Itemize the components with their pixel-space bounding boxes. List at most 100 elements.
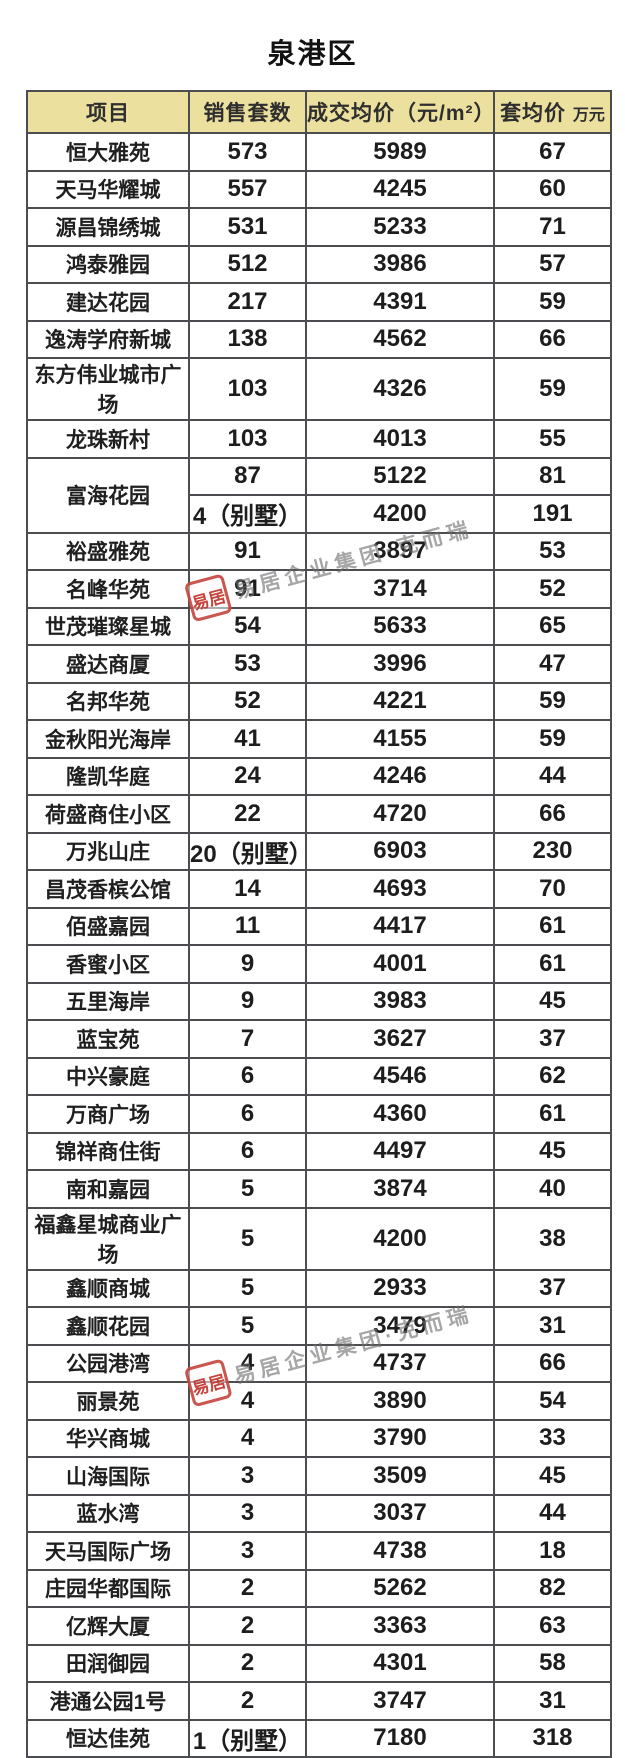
avg-price-unit-cell: 47 xyxy=(493,644,612,684)
avg-price-sqm-cell: 3996 xyxy=(305,644,495,684)
project-name-cell: 昌茂香槟公馆 xyxy=(26,869,190,909)
avg-price-unit-cell: 81 xyxy=(493,456,612,496)
avg-price-sqm-cell: 3627 xyxy=(305,1019,495,1059)
avg-price-sqm-cell: 4562 xyxy=(305,319,495,359)
avg-price-sqm-cell: 4360 xyxy=(305,1094,495,1134)
avg-price-sqm-cell: 3890 xyxy=(305,1381,495,1421)
units-sold-cell: 20（别墅） xyxy=(188,831,307,871)
avg-price-sqm-cell: 5233 xyxy=(305,207,495,247)
avg-price-sqm-cell: 4001 xyxy=(305,944,495,984)
avg-price-unit-cell: 40 xyxy=(493,1169,612,1209)
project-name-cell: 五里海岸 xyxy=(26,981,190,1021)
avg-price-sqm-cell: 4720 xyxy=(305,794,495,834)
units-sold-cell: 87 xyxy=(188,456,307,496)
project-name-cell: 鑫顺花园 xyxy=(26,1306,190,1346)
project-name-cell: 天马华耀城 xyxy=(26,169,190,209)
project-name-cell: 鑫顺商城 xyxy=(26,1268,190,1308)
project-name-cell: 万兆山庄 xyxy=(26,831,190,871)
table-row: 盛达商厦 53 3996 47 xyxy=(26,644,612,684)
units-sold-cell: 6 xyxy=(188,1131,307,1171)
column-header-project: 项目 xyxy=(26,90,190,134)
table-row: 南和嘉园 5 3874 40 xyxy=(26,1169,612,1209)
avg-price-sqm-cell: 3037 xyxy=(305,1493,495,1533)
table-row: 山海国际 3 3509 45 xyxy=(26,1456,612,1496)
table-row: 蓝宝苑 7 3627 37 xyxy=(26,1019,612,1059)
avg-price-sqm-cell: 4693 xyxy=(305,869,495,909)
avg-price-unit-cell: 61 xyxy=(493,944,612,984)
project-name-cell: 逸涛学府新城 xyxy=(26,319,190,359)
avg-price-unit-cell: 18 xyxy=(493,1531,612,1571)
avg-price-sqm-cell: 4013 xyxy=(305,419,495,459)
avg-price-sqm-cell: 3509 xyxy=(305,1456,495,1496)
avg-price-sqm-cell: 4417 xyxy=(305,906,495,946)
units-sold-cell: 91 xyxy=(188,569,307,609)
avg-price-sqm-cell: 4737 xyxy=(305,1343,495,1383)
table-header: 项目 销售套数 成交均价（元/m²） 套均价 万元 xyxy=(26,90,612,134)
column-header-avg-price-unit: 套均价 万元 xyxy=(493,90,612,134)
avg-price-unit-cell: 54 xyxy=(493,1381,612,1421)
column-header-avg-price-unit-main: 套均价 xyxy=(500,102,567,125)
table-row: 佰盛嘉园 11 4417 61 xyxy=(26,906,612,946)
table-row: 丽景苑 4 3890 54 xyxy=(26,1381,612,1421)
project-name-cell: 名邦华苑 xyxy=(26,681,190,721)
project-name-cell: 鸿泰雅园 xyxy=(26,244,190,284)
project-name-cell: 田润御园 xyxy=(26,1643,190,1683)
project-name-cell: 港通公园1号 xyxy=(26,1681,190,1721)
table-row: 荷盛商住小区 22 4720 66 xyxy=(26,794,612,834)
avg-price-unit-cell: 52 xyxy=(493,569,612,609)
avg-price-unit-cell: 37 xyxy=(493,1268,612,1308)
units-sold-cell: 22 xyxy=(188,794,307,834)
project-name-cell: 庄园华都国际 xyxy=(26,1568,190,1608)
table-row: 建达花园 217 4391 59 xyxy=(26,282,612,322)
units-sold-cell: 52 xyxy=(188,681,307,721)
avg-price-unit-cell: 59 xyxy=(493,282,612,322)
project-name-cell: 山海国际 xyxy=(26,1456,190,1496)
avg-price-unit-cell: 66 xyxy=(493,794,612,834)
avg-price-unit-cell: 59 xyxy=(493,719,612,759)
units-sold-cell: 2 xyxy=(188,1568,307,1608)
units-sold-cell: 24 xyxy=(188,756,307,796)
table-row: 恒大雅苑 573 5989 67 xyxy=(26,132,612,172)
avg-price-unit-cell: 66 xyxy=(493,1343,612,1383)
avg-price-unit-cell: 67 xyxy=(493,132,612,172)
project-name-cell: 建达花园 xyxy=(26,282,190,322)
avg-price-sqm-cell: 3874 xyxy=(305,1169,495,1209)
avg-price-sqm-cell: 3747 xyxy=(305,1681,495,1721)
avg-price-unit-cell: 31 xyxy=(493,1306,612,1346)
avg-price-unit-cell: 44 xyxy=(493,756,612,796)
project-name-cell: 盛达商厦 xyxy=(26,644,190,684)
avg-price-unit-cell: 33 xyxy=(493,1418,612,1458)
units-sold-cell: 7 xyxy=(188,1019,307,1059)
units-sold-cell: 1（别墅） xyxy=(188,1718,307,1758)
page-title: 泉港区 xyxy=(267,38,358,69)
project-name-cell: 南和嘉园 xyxy=(26,1169,190,1209)
table-row: 裕盛雅苑 91 3897 53 xyxy=(26,531,612,571)
column-header-units-sold: 销售套数 xyxy=(188,90,307,134)
avg-price-unit-cell: 65 xyxy=(493,606,612,646)
project-name-cell: 金秋阳光海岸 xyxy=(26,719,190,759)
avg-price-unit-cell: 62 xyxy=(493,1056,612,1096)
table-row: 世茂璀璨星城 54 5633 65 xyxy=(26,606,612,646)
units-sold-cell: 5 xyxy=(188,1169,307,1209)
project-name-cell: 蓝宝苑 xyxy=(26,1019,190,1059)
table-row: 亿辉大厦 2 3363 63 xyxy=(26,1606,612,1646)
table-row: 富海花园 87 5122 81 xyxy=(26,456,612,534)
avg-price-sqm-cell: 4155 xyxy=(305,719,495,759)
table-row: 华兴商城 4 3790 33 xyxy=(26,1418,612,1458)
units-sold-cell: 512 xyxy=(188,244,307,284)
units-sold-cell: 11 xyxy=(188,906,307,946)
units-sold-cell: 3 xyxy=(188,1531,307,1571)
avg-price-unit-cell: 63 xyxy=(493,1606,612,1646)
units-sold-cell: 5 xyxy=(188,1268,307,1308)
avg-price-sqm-cell: 4200 xyxy=(305,494,495,534)
project-name-cell: 隆凯华庭 xyxy=(26,756,190,796)
table-row: 中兴豪庭 6 4546 62 xyxy=(26,1056,612,1096)
units-sold-cell: 4 xyxy=(188,1343,307,1383)
units-sold-cell: 14 xyxy=(188,869,307,909)
table-row: 逸涛学府新城 138 4562 66 xyxy=(26,319,612,359)
avg-price-sqm-cell: 4391 xyxy=(305,282,495,322)
avg-price-sqm-cell: 5262 xyxy=(305,1568,495,1608)
avg-price-unit-cell: 53 xyxy=(493,531,612,571)
project-name-cell: 公园港湾 xyxy=(26,1343,190,1383)
column-header-avg-price-sqm: 成交均价（元/m²） xyxy=(305,90,495,134)
